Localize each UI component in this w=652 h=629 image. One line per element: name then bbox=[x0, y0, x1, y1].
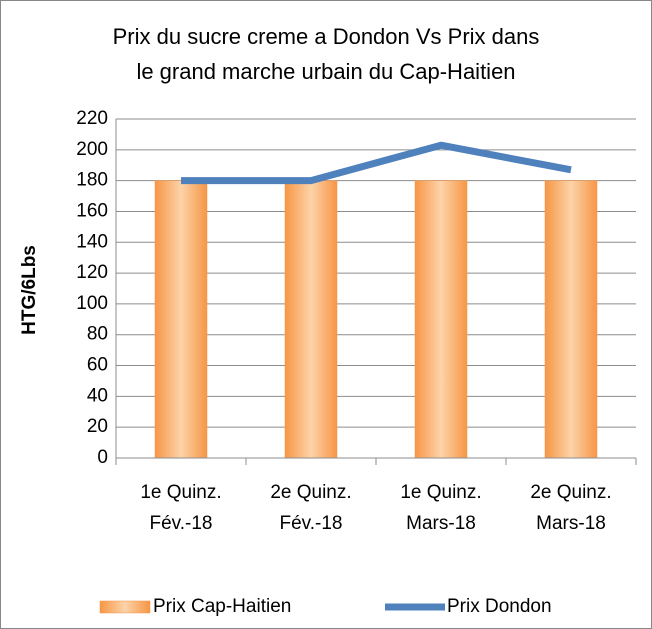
legend-label: Prix Cap-Haitien bbox=[153, 596, 291, 617]
legend-label: Prix Dondon bbox=[447, 596, 552, 617]
y-tick-label: 200 bbox=[76, 139, 108, 160]
chart-title: le grand marche urbain du Cap-Haitien bbox=[136, 59, 515, 84]
x-tick-label: 2e Quinz. bbox=[270, 482, 351, 503]
line bbox=[181, 141, 572, 185]
y-tick-label: 120 bbox=[76, 262, 108, 283]
x-tick-label: 1e Quinz. bbox=[140, 482, 221, 503]
x-tick-label: Mars-18 bbox=[536, 513, 606, 534]
x-tick-label: Fév.-18 bbox=[279, 513, 342, 534]
legend-swatch bbox=[99, 600, 151, 614]
x-tick-label: 1e Quinz. bbox=[400, 482, 481, 503]
y-tick-label: 20 bbox=[87, 416, 108, 437]
y-tick-label: 220 bbox=[76, 108, 108, 129]
chart-title: Prix du sucre creme a Dondon Vs Prix dan… bbox=[113, 24, 540, 49]
y-tick-label: 140 bbox=[76, 231, 108, 252]
y-tick-label: 40 bbox=[87, 385, 108, 406]
bar bbox=[154, 180, 208, 459]
x-tick-label: Mars-18 bbox=[406, 513, 476, 534]
y-tick-label: 0 bbox=[97, 447, 108, 468]
bar bbox=[284, 180, 338, 459]
x-tick-label: 2e Quinz. bbox=[530, 482, 611, 503]
y-axis-label: HTG/6Lbs bbox=[19, 245, 40, 335]
y-tick-label: 60 bbox=[87, 355, 108, 376]
x-tick-label: Fév.-18 bbox=[149, 513, 212, 534]
y-tick-label: 180 bbox=[76, 170, 108, 191]
bar bbox=[414, 180, 468, 459]
y-tick-label: 100 bbox=[76, 293, 108, 314]
y-tick-label: 80 bbox=[87, 324, 108, 345]
bar bbox=[544, 180, 598, 459]
y-tick-label: 160 bbox=[76, 200, 108, 221]
